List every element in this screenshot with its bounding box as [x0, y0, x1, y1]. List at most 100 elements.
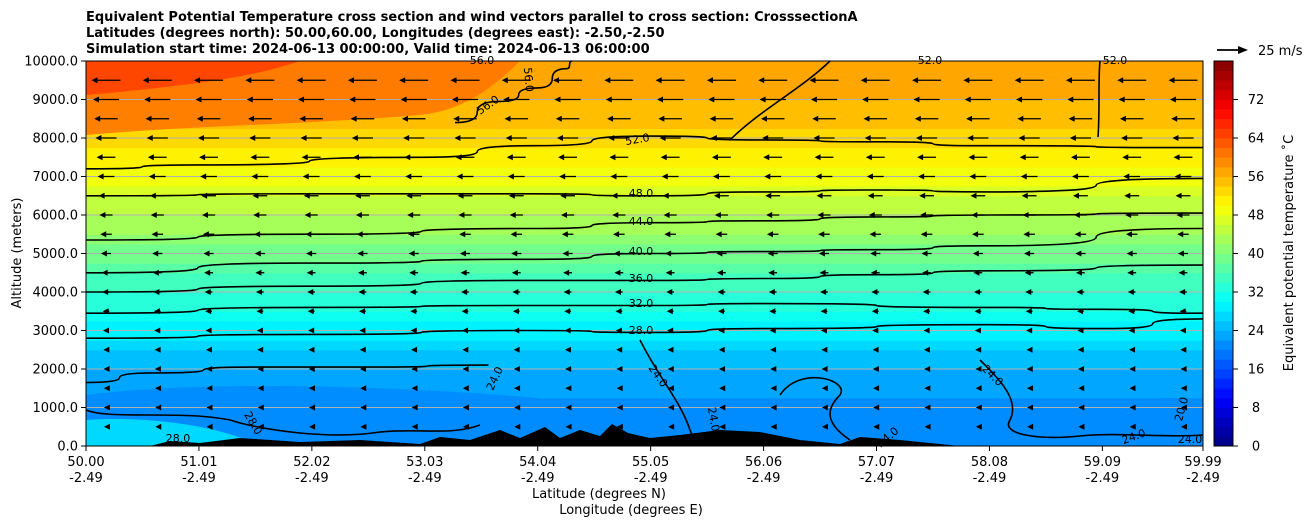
wind-vector-head: [918, 173, 925, 180]
wind-vector-head: [457, 192, 464, 199]
wind-vector-head: [154, 327, 161, 334]
wind-vector-head: [821, 423, 828, 430]
wind-vector-head: [970, 192, 977, 199]
wind-vector-head: [1177, 250, 1184, 257]
wind-vector-head: [1124, 192, 1131, 199]
wind-vector-head: [1024, 250, 1031, 257]
warm-core-upper-left: [86, 61, 300, 95]
wind-vector-head: [760, 115, 767, 122]
field-band: [86, 330, 1203, 341]
wind-vector-head: [769, 327, 776, 334]
wind-vector-head: [257, 423, 264, 430]
wind-vector-head: [1117, 77, 1124, 84]
wind-vector-head: [458, 212, 465, 218]
field-band: [86, 320, 1203, 332]
wind-vector-head: [1073, 212, 1080, 218]
wind-vector-head: [455, 154, 462, 161]
wind-vector-head: [614, 269, 621, 276]
wind-vector-head: [145, 115, 152, 122]
wind-vectors: [91, 77, 1198, 430]
wind-vector-head: [94, 115, 101, 122]
contour-line-24-0: [86, 364, 489, 384]
wind-vector-head: [406, 192, 413, 199]
wind-vector-head: [562, 250, 569, 257]
wind-vector-head: [1123, 173, 1130, 180]
wind-vector-head: [349, 96, 356, 103]
wind-vector-head: [764, 173, 771, 180]
wind-vector-head: [151, 231, 158, 238]
wind-vector-head: [1076, 289, 1083, 295]
wind-vector-head: [513, 366, 520, 372]
wind-vector-head: [557, 135, 564, 141]
wind-vector-head: [1077, 327, 1084, 334]
x-tick-label-lat: 57.07: [858, 455, 895, 470]
chart-title-line-2: Latitudes (degrees north): 50.00,60.00, …: [86, 26, 665, 41]
wind-vector-head: [152, 250, 159, 257]
wind-vector-head: [95, 135, 102, 141]
wind-vector-head: [870, 250, 877, 257]
wind-vector-head: [973, 289, 980, 295]
wind-vector-head: [975, 366, 982, 372]
wind-vector-head: [399, 77, 406, 84]
wind-vector-head: [668, 404, 675, 411]
field-band: [86, 215, 1203, 226]
wind-vector-head: [613, 231, 620, 238]
wind-vector-head: [147, 154, 154, 161]
wind-vector-head: [102, 308, 109, 315]
wind-vector-head: [1025, 308, 1032, 315]
field-band: [86, 349, 1203, 360]
colorbar-segment: [1214, 243, 1233, 254]
wind-vector-head: [309, 423, 316, 430]
wind-vector-head: [204, 289, 211, 295]
wind-vector-head: [1127, 269, 1134, 276]
wind-vector-head: [359, 327, 366, 334]
contour-label: 56.0: [521, 67, 536, 93]
colorbar-tick-label: 64: [1248, 132, 1265, 147]
colorbar-segment: [1214, 272, 1233, 283]
x-tick-label-lon: -2.49: [1086, 471, 1120, 486]
wind-vector-head: [100, 231, 107, 238]
field-band: [86, 272, 1203, 283]
wind-vector-head: [975, 404, 982, 411]
colorbar-tick-label: 16: [1248, 363, 1265, 378]
contour-label: 28.0: [629, 324, 654, 337]
wind-vector-head: [966, 115, 973, 122]
wind-vector-head: [257, 385, 264, 392]
wind-vector-head: [206, 366, 213, 372]
wind-vector-head: [404, 154, 411, 161]
x-axis-label-latitude: Latitude (degrees N): [532, 487, 666, 502]
wind-vector-head: [817, 212, 824, 218]
wind-vector-head: [615, 327, 622, 334]
wind-vector-head: [616, 346, 623, 353]
colorbar: [1214, 61, 1233, 447]
wind-vector-head: [867, 192, 874, 199]
wind-vector-head: [921, 250, 928, 257]
wind-vector-head: [405, 173, 412, 180]
wind-vector-head: [872, 346, 879, 353]
wind-vector-head: [1176, 212, 1183, 218]
quiver-key: 25 m/s: [1217, 44, 1303, 59]
wind-vector-head: [1074, 231, 1081, 238]
wind-vector-head: [710, 135, 717, 141]
wind-vector-head: [667, 385, 674, 392]
colorbar-segment: [1214, 138, 1233, 149]
field-band: [86, 292, 1203, 303]
wind-vector-head: [409, 269, 416, 276]
wind-vector-head: [509, 212, 516, 218]
wind-vector-head: [462, 366, 469, 372]
wind-vector-head: [759, 96, 766, 103]
wind-vector-head: [1180, 366, 1187, 372]
wind-vector-head: [920, 212, 927, 218]
wind-vector-head: [203, 250, 210, 257]
x-tick-label-lat: 51.01: [180, 455, 217, 470]
colorbar-segment: [1214, 292, 1233, 303]
contour-label: 36.0: [629, 272, 654, 285]
wind-vector-head: [609, 154, 616, 161]
wind-vector-head: [924, 404, 931, 411]
x-tick-label-lon: -2.49: [182, 471, 216, 486]
wind-vector-head: [248, 115, 255, 122]
wind-vector-head: [257, 404, 264, 411]
wind-vector-head: [1175, 192, 1182, 199]
wind-vector-head: [411, 404, 418, 411]
wind-vector-head: [916, 135, 923, 141]
